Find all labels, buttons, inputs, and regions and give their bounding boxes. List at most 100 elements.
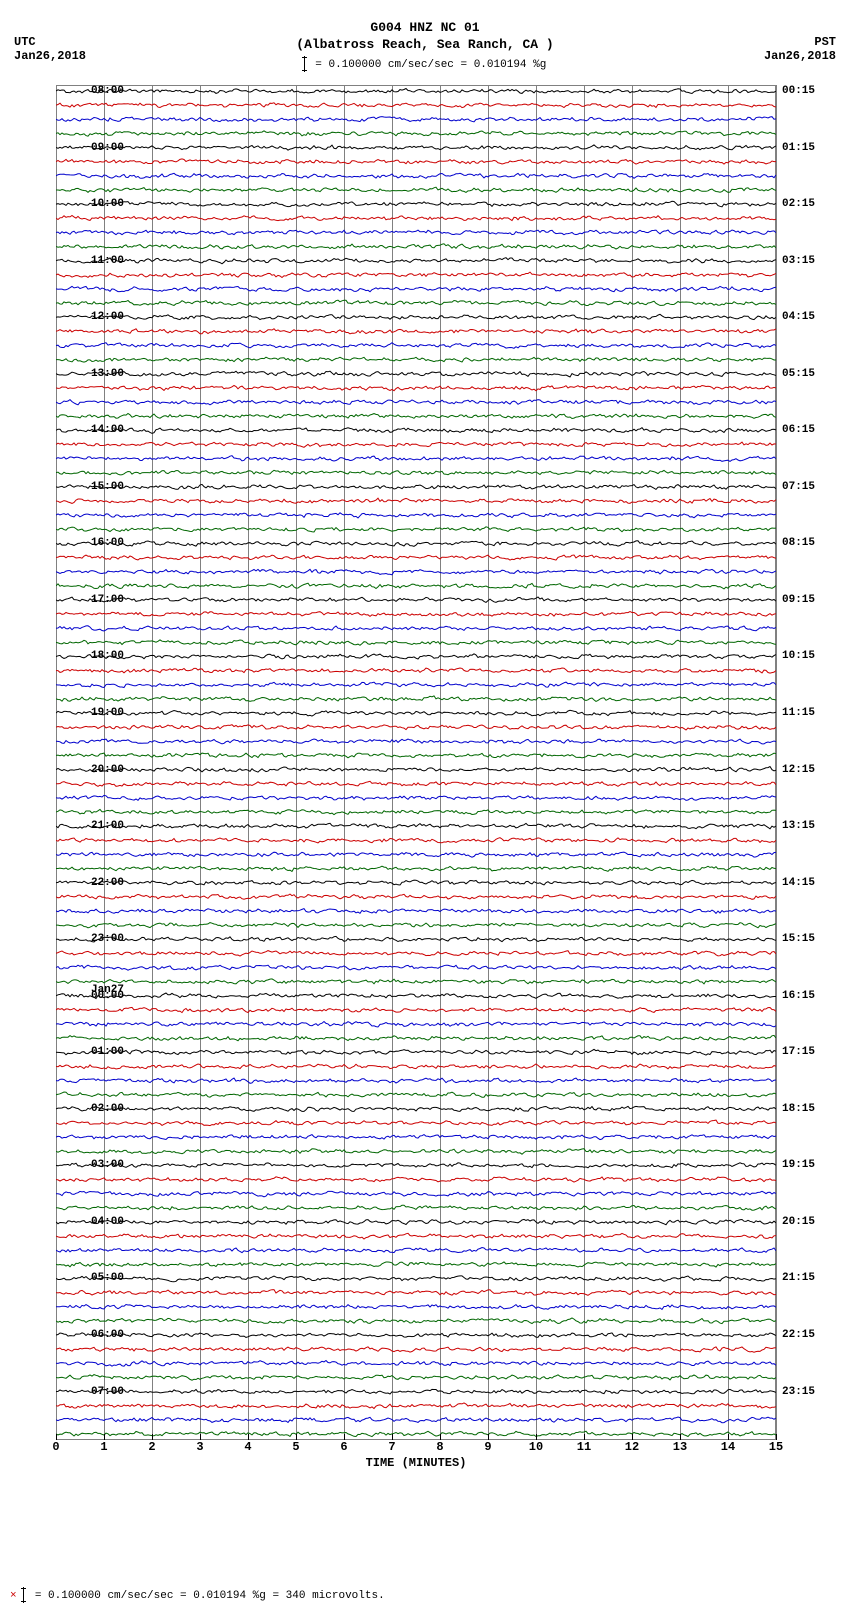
seismic-trace: [56, 1135, 776, 1140]
x-tick-mark: [680, 1434, 681, 1440]
seismic-trace: [56, 1361, 776, 1367]
seismic-trace: [56, 696, 776, 702]
pst-hour-label: 21:15: [782, 1272, 815, 1284]
pst-hour-label: 13:15: [782, 820, 815, 832]
seismic-trace: [56, 187, 776, 192]
seismic-trace: [56, 1219, 776, 1224]
pst-hour-label: 17:15: [782, 1046, 815, 1058]
seismic-trace: [56, 1120, 776, 1126]
seismic-trace: [56, 117, 776, 122]
utc-hour-label: 13:00: [91, 368, 124, 380]
utc-hour-label: 05:00: [91, 1272, 124, 1284]
seismic-trace: [56, 1064, 776, 1069]
seismic-trace: [56, 993, 776, 999]
utc-hour-label: 03:00: [91, 1159, 124, 1171]
seismic-trace: [56, 131, 776, 136]
seismic-trace: [56, 371, 776, 377]
trace-canvas: [56, 85, 776, 1440]
utc-hour-label: 19:00: [91, 707, 124, 719]
seismic-trace: [56, 329, 776, 334]
seismic-trace: [56, 894, 776, 899]
seismic-trace: [56, 201, 776, 207]
seismic-trace: [56, 612, 776, 617]
pst-hour-label: 23:15: [782, 1386, 815, 1398]
seismic-trace: [56, 1035, 776, 1040]
header: G004 HNZ NC 01 (Albatross Reach, Sea Ran…: [0, 20, 850, 72]
seismic-trace: [56, 1389, 776, 1394]
seismic-trace: [56, 1276, 776, 1282]
seismic-trace: [56, 1078, 776, 1083]
x-tick-label: 3: [196, 1440, 203, 1454]
seismic-trace: [56, 286, 776, 291]
utc-hour-label: 18:00: [91, 650, 124, 662]
location-title: (Albatross Reach, Sea Ranch, CA ): [0, 37, 850, 54]
seismic-trace: [56, 428, 776, 434]
seismic-trace: [56, 979, 776, 984]
footer-scale: × = 0.100000 cm/sec/sec = 0.010194 %g = …: [10, 1587, 385, 1603]
seismic-trace: [56, 965, 776, 970]
utc-hour-label: 16:00: [91, 537, 124, 549]
utc-hour-label: 20:00: [91, 764, 124, 776]
x-tick-label: 1: [100, 1440, 107, 1454]
seismic-trace: [56, 442, 776, 447]
seismic-trace: [56, 1375, 776, 1381]
x-tick-mark: [536, 1434, 537, 1440]
seismic-trace: [56, 795, 776, 800]
utc-hour-label: 14:00: [91, 424, 124, 436]
seismic-trace: [56, 456, 776, 462]
x-tick-label: 7: [388, 1440, 395, 1454]
seismic-trace: [56, 272, 776, 277]
utc-hour-label: 06:00: [91, 1329, 124, 1341]
seismic-trace: [56, 343, 776, 349]
seismic-trace: [56, 498, 776, 503]
x-tick-mark: [392, 1434, 393, 1440]
seismic-trace: [56, 880, 776, 885]
seismic-trace: [56, 909, 776, 914]
pst-hour-label: 07:15: [782, 481, 815, 493]
x-tick-mark: [56, 1434, 57, 1440]
seismic-trace: [56, 513, 776, 518]
x-tick-mark: [104, 1434, 105, 1440]
x-tick-mark: [296, 1434, 297, 1440]
seismic-trace: [56, 1347, 776, 1352]
x-tick-mark: [152, 1434, 153, 1440]
seismic-trace: [56, 357, 776, 362]
x-tick-mark: [632, 1434, 633, 1440]
utc-hour-label: 10:00: [91, 198, 124, 210]
pst-hour-label: 06:15: [782, 424, 815, 436]
pst-hour-label: 05:15: [782, 368, 815, 380]
seismic-trace: [56, 1290, 776, 1296]
x-tick-label: 12: [625, 1440, 639, 1454]
seismic-trace: [56, 386, 776, 391]
seismic-trace: [56, 1431, 776, 1436]
seismic-trace: [56, 414, 776, 419]
seismic-trace: [56, 725, 776, 730]
x-tick-label: 9: [484, 1440, 491, 1454]
utc-hour-label: 21:00: [91, 820, 124, 832]
x-tick-label: 4: [244, 1440, 251, 1454]
seismic-trace: [56, 597, 776, 602]
seismic-trace: [56, 1333, 776, 1338]
x-tick-label: 5: [292, 1440, 299, 1454]
seismic-trace: [56, 484, 776, 489]
seismic-trace: [56, 216, 776, 221]
seismic-trace: [56, 541, 776, 547]
pst-hour-label: 11:15: [782, 707, 815, 719]
seismic-trace: [56, 300, 776, 305]
x-tick-mark: [248, 1434, 249, 1440]
x-tick-mark: [776, 1434, 777, 1440]
seismogram-plot: [56, 85, 776, 1440]
seismic-trace: [56, 1049, 776, 1055]
utc-hour-label: 17:00: [91, 594, 124, 606]
pst-hour-label: 01:15: [782, 142, 815, 154]
seismic-trace: [56, 710, 776, 716]
seismic-trace: [56, 89, 776, 94]
x-tick-label: 13: [673, 1440, 687, 1454]
footer-scale-bar-icon: [23, 1587, 24, 1603]
utc-hour-label: 09:00: [91, 142, 124, 154]
pst-date-label: Jan26,2018: [764, 50, 836, 64]
seismic-trace: [56, 1007, 776, 1012]
pst-hour-label: 08:15: [782, 537, 815, 549]
seismic-trace: [56, 951, 776, 957]
pst-hour-label: 22:15: [782, 1329, 815, 1341]
